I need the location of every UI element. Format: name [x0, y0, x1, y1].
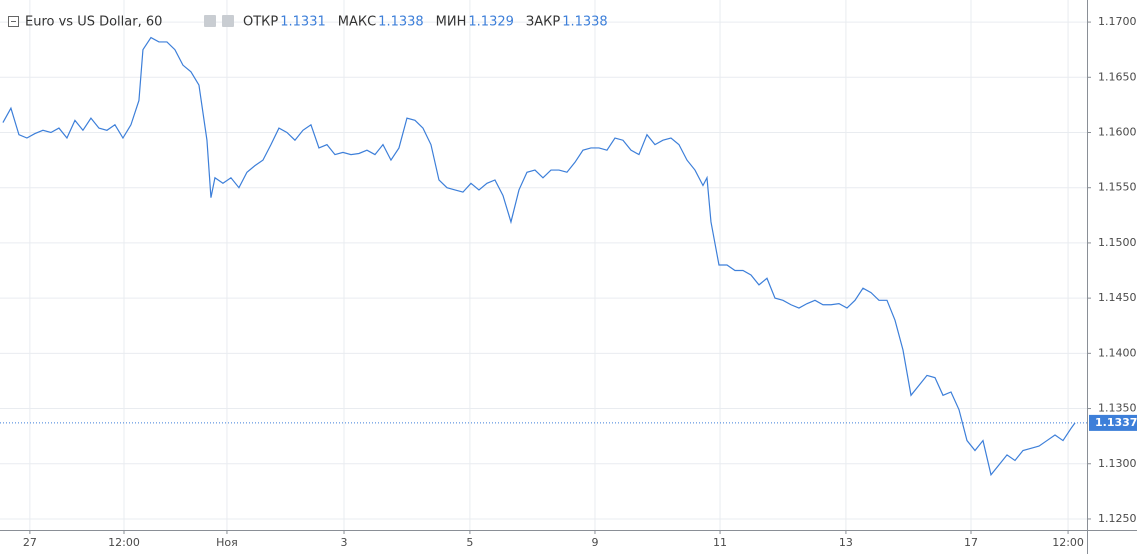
y-tick-label: 1.1250 — [1098, 512, 1137, 525]
x-tick-label: 27 — [23, 536, 37, 549]
last-price-label: 1.1337 — [1095, 416, 1137, 429]
y-tick-label: 1.1650 — [1098, 70, 1137, 83]
x-tick-label: 3 — [341, 536, 348, 549]
ohlc-value: 1.1331 — [280, 15, 326, 30]
y-tick-label: 1.1500 — [1098, 236, 1137, 249]
visibility-button[interactable] — [204, 15, 216, 27]
x-tick-label: 11 — [713, 536, 727, 549]
x-tick-label: 12:00 — [1052, 536, 1084, 549]
x-tick-label: 5 — [466, 536, 473, 549]
x-tick-label: 17 — [964, 536, 978, 549]
x-tick-label: 13 — [839, 536, 853, 549]
last-price-marker — [1089, 414, 1137, 431]
legend-header: Euro vs US Dollar, 60 ОТКР 1.1331 МАКС 1.13… — [8, 15, 608, 30]
y-tick-label: 1.1550 — [1098, 181, 1137, 194]
ohlc-values: ОТКР 1.1331 МАКС 1.1338 МИН 1.1329 ЗАКР 1.1338 — [243, 15, 608, 30]
ohlc-label: ЗАКР — [526, 15, 560, 30]
x-tick-label: Ноя — [216, 536, 238, 549]
ohlc-value: 1.1329 — [468, 15, 514, 30]
ohlc-label: МИН — [436, 15, 467, 30]
settings-button[interactable] — [222, 15, 234, 27]
ohlc-value: 1.1338 — [378, 15, 424, 30]
grid — [0, 0, 1087, 530]
y-tick-label: 1.1350 — [1098, 402, 1137, 415]
ohlc-value: 1.1338 — [562, 15, 608, 30]
price-line — [2, 36, 1076, 477]
symbol-title: Euro vs US Dollar, 60 — [25, 15, 162, 30]
x-tick-label: 12:00 — [108, 536, 140, 549]
y-tick-label: 1.1400 — [1098, 346, 1137, 359]
ohlc-label: МАКС — [338, 15, 376, 30]
y-tick-label: 1.1450 — [1098, 291, 1137, 304]
ohlc-label: ОТКР — [243, 15, 278, 30]
y-tick-label: 1.1600 — [1098, 126, 1137, 139]
x-tick-label: 9 — [591, 536, 598, 549]
y-tick-label: 1.1300 — [1098, 457, 1137, 470]
y-tick-label: 1.1700 — [1098, 15, 1137, 28]
